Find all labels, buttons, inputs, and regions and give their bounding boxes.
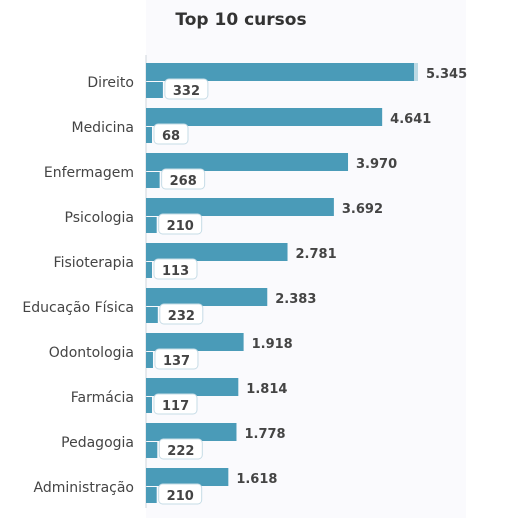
- chart-marks: Direito 5.345 332 Medicina 4.641 68 Enfermagem…: [22, 63, 467, 505]
- data-label-series-1: 1.814: [246, 382, 287, 397]
- data-label-series-1: 3.692: [342, 202, 383, 217]
- data-label-series-1: 2.383: [275, 292, 316, 307]
- data-label-series-2: 117: [162, 399, 189, 414]
- data-label-box: [153, 258, 198, 280]
- category-label: Educação Física: [22, 300, 134, 316]
- data-label-series-1: 2.781: [296, 247, 337, 262]
- bar-series-1: [146, 198, 334, 216]
- bar-series-2: [146, 82, 163, 98]
- bar-series-2: [146, 262, 152, 278]
- data-label-series-1: 1.618: [236, 472, 277, 487]
- data-label-box: [154, 348, 199, 370]
- category-label: Fisioterapia: [54, 255, 134, 271]
- data-label-series-2: 222: [167, 444, 194, 459]
- bar-series-2: [146, 352, 153, 368]
- category-label: Farmácia: [71, 390, 134, 406]
- category-label: Pedagogia: [61, 435, 134, 451]
- data-label-box: [159, 303, 204, 325]
- bar-series-1: [146, 288, 268, 306]
- data-label-series-1: 3.970: [356, 157, 397, 172]
- data-label-series-2: 268: [170, 174, 197, 189]
- data-label-series-1: 4.641: [390, 112, 431, 127]
- bar-series-2: [146, 397, 152, 413]
- bar-series-2: [146, 307, 158, 323]
- data-label-series-1: 1.918: [252, 337, 293, 352]
- bar-series-1: [146, 423, 237, 441]
- bar-series-2: [146, 127, 152, 143]
- bar-series-1: [146, 468, 229, 486]
- data-label-series-2: 210: [167, 219, 194, 234]
- category-label: Enfermagem: [44, 165, 134, 181]
- data-label-box: [158, 213, 203, 235]
- data-label-series-2: 232: [168, 309, 195, 324]
- bar-series-1: [146, 243, 288, 261]
- category-label: Psicologia: [65, 210, 134, 226]
- data-label-box: [153, 123, 189, 145]
- bar-series-1: [146, 153, 349, 171]
- data-label-series-2: 68: [162, 129, 180, 144]
- bar-series-1: [146, 333, 244, 351]
- data-label-series-2: 210: [167, 489, 194, 504]
- data-label-box: [153, 393, 198, 415]
- bar-series-1: [146, 63, 418, 81]
- category-label: Medicina: [71, 120, 134, 136]
- data-label-series-1: 5.345: [426, 67, 467, 82]
- bar-series-1: [146, 108, 383, 126]
- data-label-series-1: 1.778: [244, 427, 285, 442]
- bar-end-highlight: [414, 63, 418, 81]
- data-label-box: [158, 438, 203, 460]
- chart-title: Top 10 cursos: [175, 10, 306, 30]
- data-label-series-2: 137: [163, 354, 190, 369]
- category-label: Administração: [34, 480, 134, 496]
- bar-series-2: [146, 217, 157, 233]
- data-label-box: [161, 168, 206, 190]
- data-label-series-2: 332: [173, 84, 200, 99]
- category-label: Odontologia: [49, 345, 134, 361]
- data-label-box: [158, 483, 203, 505]
- data-label-box: [164, 78, 209, 100]
- data-label-series-2: 113: [162, 264, 189, 279]
- bar-series-1: [146, 378, 239, 396]
- bar-series-2: [146, 487, 157, 503]
- bar-series-2: [146, 442, 158, 458]
- bar-series-2: [146, 172, 160, 188]
- category-label: Direito: [87, 75, 134, 91]
